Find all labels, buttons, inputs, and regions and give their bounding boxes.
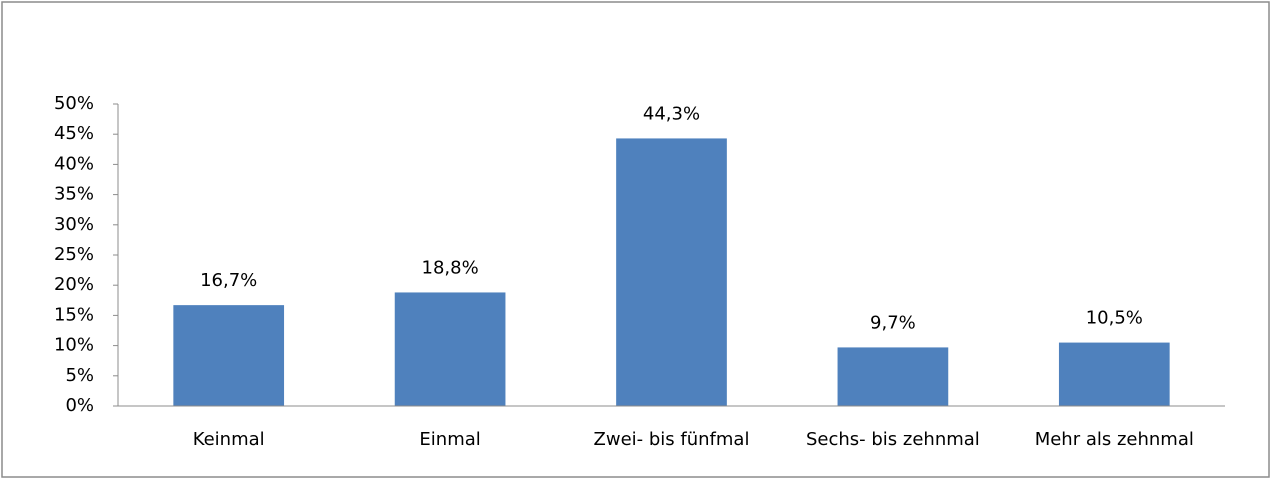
data-label: 16,7% — [200, 270, 257, 291]
y-tick-label: 45% — [54, 123, 94, 144]
bar — [1058, 342, 1170, 406]
data-label: 9,7% — [870, 312, 916, 333]
y-tick-label: 30% — [54, 214, 94, 235]
y-tick-label: 35% — [54, 184, 94, 205]
x-tick-label: Mehr als zehnmal — [1035, 429, 1194, 450]
bar — [616, 138, 727, 407]
y-tick-label: 5% — [65, 365, 94, 386]
bar — [394, 292, 506, 406]
x-tick-label: Zwei- bis fünfmal — [594, 429, 750, 450]
y-tick-label: 10% — [54, 335, 94, 356]
x-tick-label: Sechs- bis zehnmal — [806, 429, 980, 450]
y-tick-label: 15% — [54, 304, 94, 325]
data-label: 18,8% — [422, 257, 479, 278]
x-tick-label: Einmal — [419, 429, 480, 450]
data-label: 10,5% — [1086, 308, 1143, 329]
bar — [837, 347, 949, 406]
x-tick-label: Keinmal — [193, 429, 265, 450]
data-label: 44,3% — [643, 103, 700, 124]
y-tick-label: 40% — [54, 153, 94, 174]
bar — [173, 305, 285, 406]
y-tick-label: 25% — [54, 244, 94, 265]
y-tick-label: 0% — [65, 395, 94, 416]
y-tick-label: 50% — [54, 93, 94, 114]
y-tick-label: 20% — [54, 274, 94, 295]
